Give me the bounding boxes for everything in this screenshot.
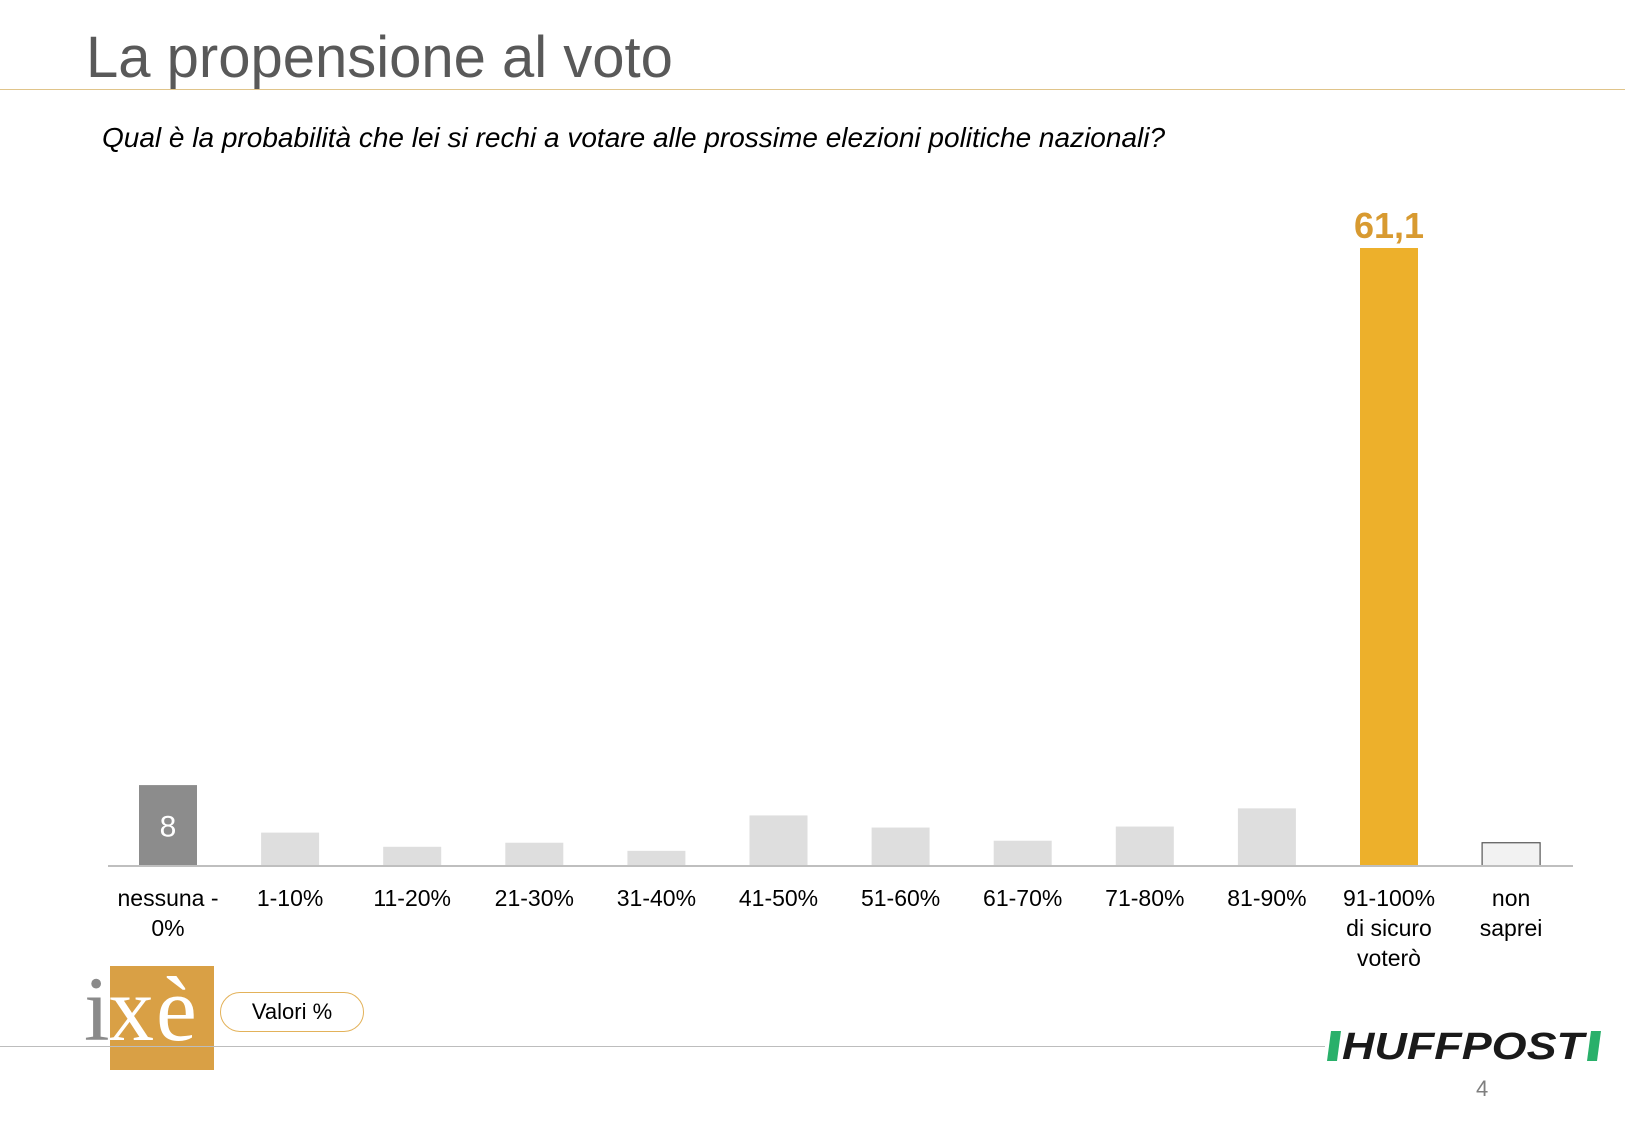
bar-4 <box>627 850 686 866</box>
bar-1 <box>261 832 320 866</box>
x-tick-label-8: 71-80% <box>1105 885 1184 911</box>
x-tick-label-6: 51-60% <box>861 885 940 911</box>
values-unit-badge: Valori % <box>220 992 364 1032</box>
x-tick-label-4: 31-40% <box>617 885 696 911</box>
data-label-0: 8 <box>160 811 177 844</box>
x-tick-label-10: 91-100% di sicuro voterò <box>1343 885 1435 971</box>
bar-7 <box>993 840 1052 866</box>
svg-text:x: x <box>108 962 154 1060</box>
x-tick-label-7: 61-70% <box>983 885 1062 911</box>
svg-text:HUFFPOST: HUFFPOST <box>1342 1026 1587 1065</box>
bar-11 <box>1481 842 1541 867</box>
survey-question: Qual è la probabilità che lei si rechi a… <box>102 122 1166 153</box>
huffpost-logo: HUFFPOST <box>1327 1026 1601 1065</box>
title-divider <box>0 89 1625 90</box>
bar-0 <box>139 785 197 866</box>
x-tick-label-11: non saprei <box>1480 885 1543 941</box>
x-tick-label-5: 41-50% <box>739 885 818 911</box>
svg-text:è: è <box>156 962 197 1060</box>
bar-3 <box>505 842 564 866</box>
page-number: 4 <box>1476 1076 1489 1101</box>
bar-9 <box>1237 808 1296 866</box>
x-tick-label-9: 81-90% <box>1227 885 1306 911</box>
bar-8 <box>1115 826 1174 866</box>
ixe-logo: i x è <box>84 962 214 1070</box>
footer-divider <box>0 1046 1325 1047</box>
bar-chart: 8 nessuna -0% 1-10% 11-20% 21-30% 31-40% 41-50… <box>108 205 1573 971</box>
x-tick-label-3: 21-30% <box>495 885 574 911</box>
bar-2 <box>383 846 442 866</box>
bar-10 <box>1360 248 1418 866</box>
bar-5 <box>749 815 808 866</box>
x-tick-label-0: nessuna -0% <box>117 885 218 941</box>
data-label-10: 61,1 <box>1354 205 1424 246</box>
x-tick-label-1: 1-10% <box>257 885 323 911</box>
x-tick-label-2: 11-20% <box>373 885 451 911</box>
svg-text:i: i <box>84 962 110 1060</box>
bar-6 <box>871 827 930 866</box>
page-title: La propensione al voto <box>86 25 673 90</box>
